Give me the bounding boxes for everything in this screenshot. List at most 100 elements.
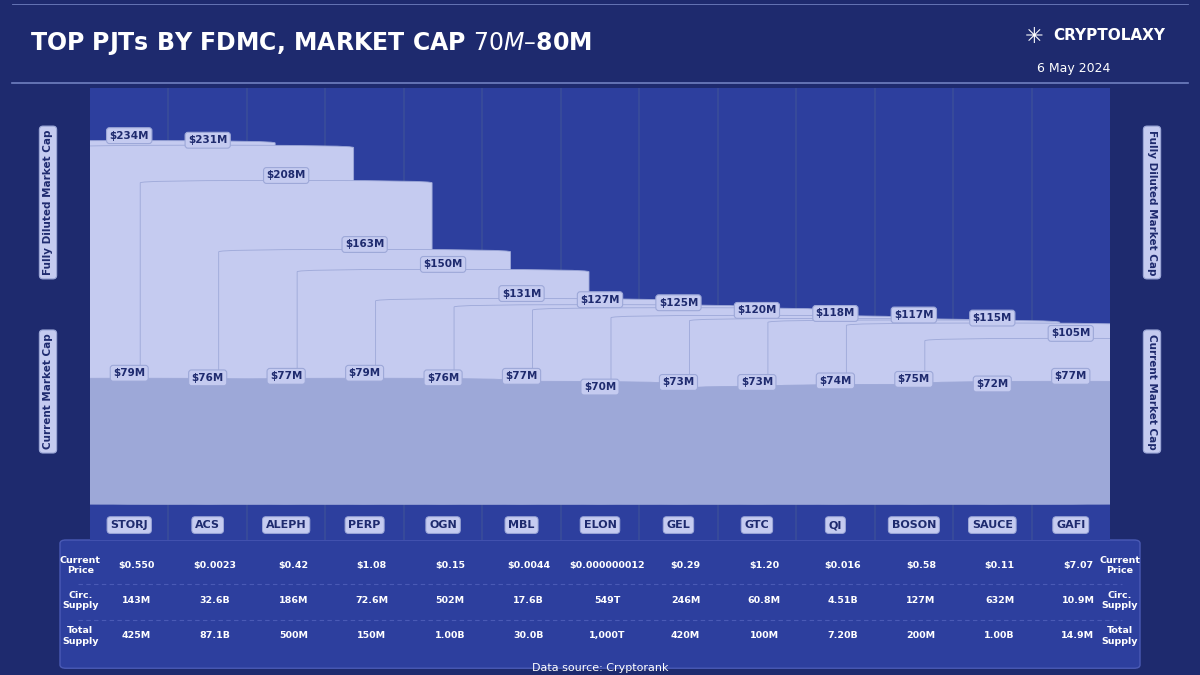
Text: $125M: $125M [659, 298, 698, 308]
Text: 32.6B: 32.6B [199, 596, 230, 605]
Text: 143M: 143M [122, 596, 151, 605]
Text: Fully Diluted Market Cap: Fully Diluted Market Cap [43, 130, 53, 275]
Text: 17.6B: 17.6B [514, 596, 544, 605]
Text: OGN: OGN [430, 520, 457, 530]
Text: $77M: $77M [1055, 371, 1087, 381]
Text: $1.08: $1.08 [356, 561, 386, 570]
Text: Total
Supply: Total Supply [62, 626, 98, 645]
Text: 420M: 420M [671, 631, 701, 641]
Text: CRYPTOLAXY: CRYPTOLAXY [1054, 28, 1165, 43]
Text: $77M: $77M [505, 371, 538, 381]
FancyBboxPatch shape [690, 386, 982, 504]
Text: $150M: $150M [424, 259, 463, 269]
FancyBboxPatch shape [454, 392, 746, 504]
FancyBboxPatch shape [611, 315, 902, 504]
Text: 60.8M: 60.8M [748, 596, 781, 605]
Text: $231M: $231M [188, 135, 227, 145]
Text: $0.0044: $0.0044 [508, 561, 551, 570]
Text: ELON: ELON [583, 520, 617, 530]
FancyBboxPatch shape [533, 387, 824, 504]
Text: 30.0B: 30.0B [514, 631, 544, 641]
FancyBboxPatch shape [768, 320, 1060, 504]
Text: 1,000T: 1,000T [589, 631, 625, 641]
Text: $7.07: $7.07 [1063, 561, 1093, 570]
Text: 127M: 127M [906, 596, 936, 605]
FancyBboxPatch shape [376, 298, 667, 504]
FancyBboxPatch shape [61, 383, 354, 504]
Text: 425M: 425M [122, 631, 151, 641]
Text: $234M: $234M [109, 131, 149, 140]
FancyBboxPatch shape [376, 381, 667, 504]
Text: 10.9M: 10.9M [1062, 596, 1094, 605]
Text: $0.42: $0.42 [278, 561, 308, 570]
Text: $0.29: $0.29 [671, 561, 701, 570]
Text: $0.15: $0.15 [436, 561, 466, 570]
FancyBboxPatch shape [611, 387, 902, 504]
Text: 72.6M: 72.6M [355, 596, 389, 605]
FancyBboxPatch shape [0, 378, 275, 504]
FancyBboxPatch shape [218, 378, 510, 504]
Text: 200M: 200M [906, 631, 936, 641]
Text: STORJ: STORJ [110, 520, 148, 530]
Text: PERP: PERP [348, 520, 380, 530]
Text: $72M: $72M [976, 379, 1008, 389]
Text: ✳: ✳ [1025, 27, 1044, 47]
Text: Current Market Cap: Current Market Cap [1147, 333, 1157, 450]
FancyBboxPatch shape [218, 250, 510, 504]
Text: Current
Price: Current Price [1099, 556, 1140, 575]
Text: $0.000000012: $0.000000012 [569, 561, 646, 570]
Text: 1.00B: 1.00B [984, 631, 1015, 641]
FancyBboxPatch shape [454, 304, 746, 504]
Text: 502M: 502M [436, 596, 464, 605]
Text: $131M: $131M [502, 288, 541, 298]
Text: GTC: GTC [744, 520, 769, 530]
Text: $0.016: $0.016 [824, 561, 860, 570]
FancyBboxPatch shape [533, 308, 824, 504]
FancyBboxPatch shape [61, 145, 354, 504]
Text: Current Market Cap: Current Market Cap [43, 333, 53, 450]
Text: $118M: $118M [816, 308, 856, 319]
Text: BOSON: BOSON [892, 520, 936, 530]
Text: $74M: $74M [820, 376, 852, 386]
Text: $115M: $115M [973, 313, 1012, 323]
Text: 87.1B: 87.1B [199, 631, 230, 641]
Text: QI: QI [829, 520, 842, 530]
Text: $73M: $73M [740, 377, 773, 387]
Text: $73M: $73M [662, 377, 695, 387]
Text: TOP PJTs BY FDMC, MARKET CAP $70M – $80M: TOP PJTs BY FDMC, MARKET CAP $70M – $80M [30, 30, 592, 57]
FancyBboxPatch shape [0, 140, 275, 504]
FancyBboxPatch shape [846, 323, 1139, 504]
Text: $79M: $79M [348, 369, 380, 378]
Text: $105M: $105M [1051, 329, 1091, 338]
Text: Data source: Cryptorank: Data source: Cryptorank [532, 663, 668, 673]
Text: $0.58: $0.58 [906, 561, 936, 570]
FancyBboxPatch shape [925, 338, 1200, 504]
Text: $117M: $117M [894, 310, 934, 320]
Text: MBL: MBL [509, 520, 535, 530]
FancyBboxPatch shape [140, 180, 432, 504]
Text: Fully Diluted Market Cap: Fully Diluted Market Cap [1147, 130, 1157, 275]
Text: 150M: 150M [358, 631, 386, 641]
Text: SAUCE: SAUCE [972, 520, 1013, 530]
Text: 100M: 100M [750, 631, 779, 641]
Text: 632M: 632M [985, 596, 1014, 605]
Text: $0.550: $0.550 [119, 561, 155, 570]
Text: Total
Supply: Total Supply [1102, 626, 1138, 645]
Text: 549T: 549T [594, 596, 620, 605]
Text: 500M: 500M [278, 631, 308, 641]
Text: 14.9M: 14.9M [1062, 631, 1094, 641]
Text: ALEPH: ALEPH [266, 520, 306, 530]
Text: 7.20B: 7.20B [827, 631, 858, 641]
Text: $76M: $76M [192, 373, 224, 383]
Text: ACS: ACS [196, 520, 220, 530]
FancyBboxPatch shape [768, 384, 1060, 504]
Text: Circ.
Supply: Circ. Supply [1102, 591, 1138, 610]
FancyBboxPatch shape [690, 319, 982, 504]
Text: 1.00B: 1.00B [436, 631, 466, 641]
Text: $1.20: $1.20 [749, 561, 779, 570]
Text: $127M: $127M [581, 295, 619, 304]
Text: $163M: $163M [344, 240, 384, 250]
Text: $70M: $70M [584, 382, 616, 392]
Text: $0.0023: $0.0023 [193, 561, 236, 570]
Text: 246M: 246M [671, 596, 701, 605]
